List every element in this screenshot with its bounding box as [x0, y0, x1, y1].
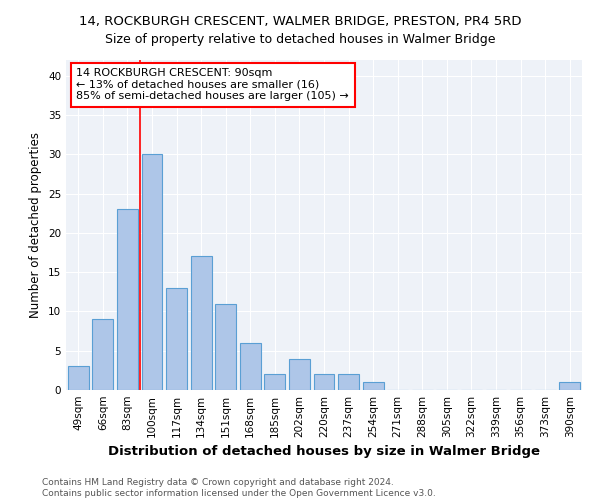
- Bar: [92, 320, 113, 390]
- Bar: [117, 210, 138, 390]
- Text: Contains HM Land Registry data © Crown copyright and database right 2024.
Contai: Contains HM Land Registry data © Crown c…: [42, 478, 436, 498]
- Text: 14, ROCKBURGH CRESCENT, WALMER BRIDGE, PRESTON, PR4 5RD: 14, ROCKBURGH CRESCENT, WALMER BRIDGE, P…: [79, 15, 521, 28]
- Bar: [191, 256, 212, 390]
- Bar: [362, 382, 383, 390]
- Text: Size of property relative to detached houses in Walmer Bridge: Size of property relative to detached ho…: [105, 32, 495, 46]
- Bar: [559, 382, 580, 390]
- Bar: [314, 374, 334, 390]
- Bar: [289, 358, 310, 390]
- Bar: [166, 288, 187, 390]
- Bar: [142, 154, 163, 390]
- Bar: [68, 366, 89, 390]
- Text: 14 ROCKBURGH CRESCENT: 90sqm
← 13% of detached houses are smaller (16)
85% of se: 14 ROCKBURGH CRESCENT: 90sqm ← 13% of de…: [76, 68, 349, 102]
- Bar: [265, 374, 286, 390]
- Y-axis label: Number of detached properties: Number of detached properties: [29, 132, 43, 318]
- Bar: [240, 343, 261, 390]
- X-axis label: Distribution of detached houses by size in Walmer Bridge: Distribution of detached houses by size …: [108, 446, 540, 458]
- Bar: [338, 374, 359, 390]
- Bar: [215, 304, 236, 390]
